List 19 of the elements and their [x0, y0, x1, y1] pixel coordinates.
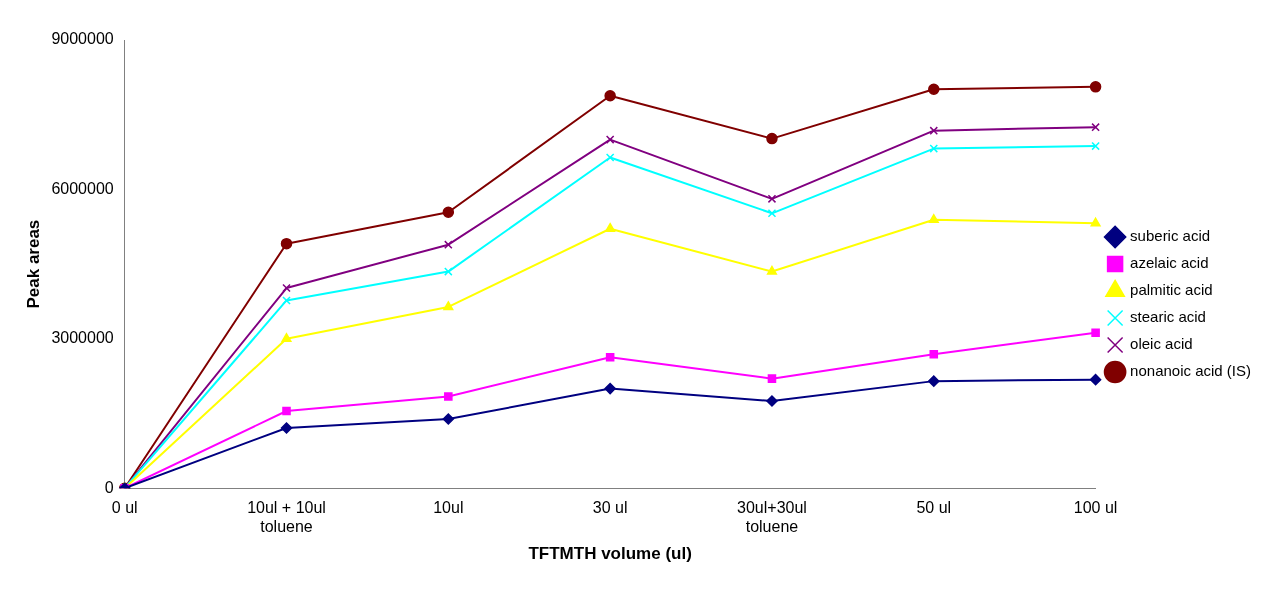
legend-label: oleic acid [1130, 335, 1193, 353]
y-tick-label: 6000000 [51, 179, 114, 197]
legend-label: nonanoic acid (IS) [1130, 362, 1252, 380]
legend-label: stearic acid [1130, 308, 1206, 326]
x-tick-label: 100 ul [1073, 499, 1118, 517]
x-axis-title: TFTMTH volume (ul) [528, 544, 692, 564]
x-tick-label: 30 ul [592, 499, 628, 517]
x-tick-label: 10ul [433, 499, 464, 517]
y-tick-label: 3000000 [51, 329, 114, 347]
y-tick-label: 0 [104, 478, 114, 496]
legend-label: palmitic acid [1130, 281, 1213, 299]
y-tick-label: 9000000 [51, 30, 114, 48]
legend-label: suberic acid [1130, 227, 1211, 245]
x-tick-label: 10ul + 10ul toluene [247, 499, 326, 536]
y-axis-title: Peak areas [23, 219, 43, 309]
x-tick-label: 50 ul [916, 499, 952, 517]
x-tick-label: 0 ul [111, 499, 138, 517]
legend-label: azelaic acid [1130, 254, 1209, 272]
x-tick-label: 30ul+30ul toluene [737, 499, 807, 536]
